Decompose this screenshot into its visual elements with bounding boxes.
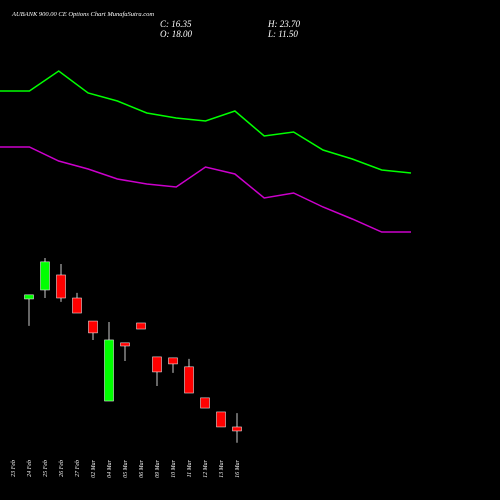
x-tick-label: 09 Mar [155,459,161,477]
x-tick-label: 06 Mar [139,459,145,477]
close-label: C: 16.35 [160,19,192,29]
x-tick-label: 13 Mar [219,459,225,477]
candle-body [136,322,146,330]
x-tick-label: 26 Feb [59,460,65,477]
x-tick-label: 27 Feb [75,460,81,477]
x-tick-label: 04 Mar [106,459,113,477]
x-tick-label: 10 Mar [171,459,177,477]
x-tick-label: 24 Feb [26,460,33,477]
x-tick-label: 11 Mar [187,459,193,477]
candle-body [152,356,162,373]
candle-body [40,261,50,291]
candle-body [24,294,34,300]
high-label: H: 23.70 [267,19,300,29]
low-label: L: 11.50 [267,29,298,39]
candle-body [104,339,114,402]
candle-body [216,411,226,428]
candle-body [232,426,242,432]
candle-body [184,366,194,394]
chart-title: AUBANK 900.00 CE Options Chart MunafaSut… [11,11,154,18]
open-label: O: 18.00 [160,29,192,39]
candle-body [56,274,66,299]
candle-body [168,357,178,365]
x-tick-label: 12 Mar [203,459,209,477]
candle-body [200,397,210,409]
indicator-line [0,146,411,233]
x-tick-label: 16 Mar [235,459,241,477]
candle-body [120,342,130,347]
candle-body [88,320,98,334]
x-tick-label: 02 Mar [91,459,97,477]
candle-body [72,297,82,314]
x-tick-label: 05 Mar [123,459,129,477]
x-tick-label: 23 Feb [11,460,17,477]
indicator-line [0,70,412,174]
x-tick-label: 25 Feb [43,460,49,477]
